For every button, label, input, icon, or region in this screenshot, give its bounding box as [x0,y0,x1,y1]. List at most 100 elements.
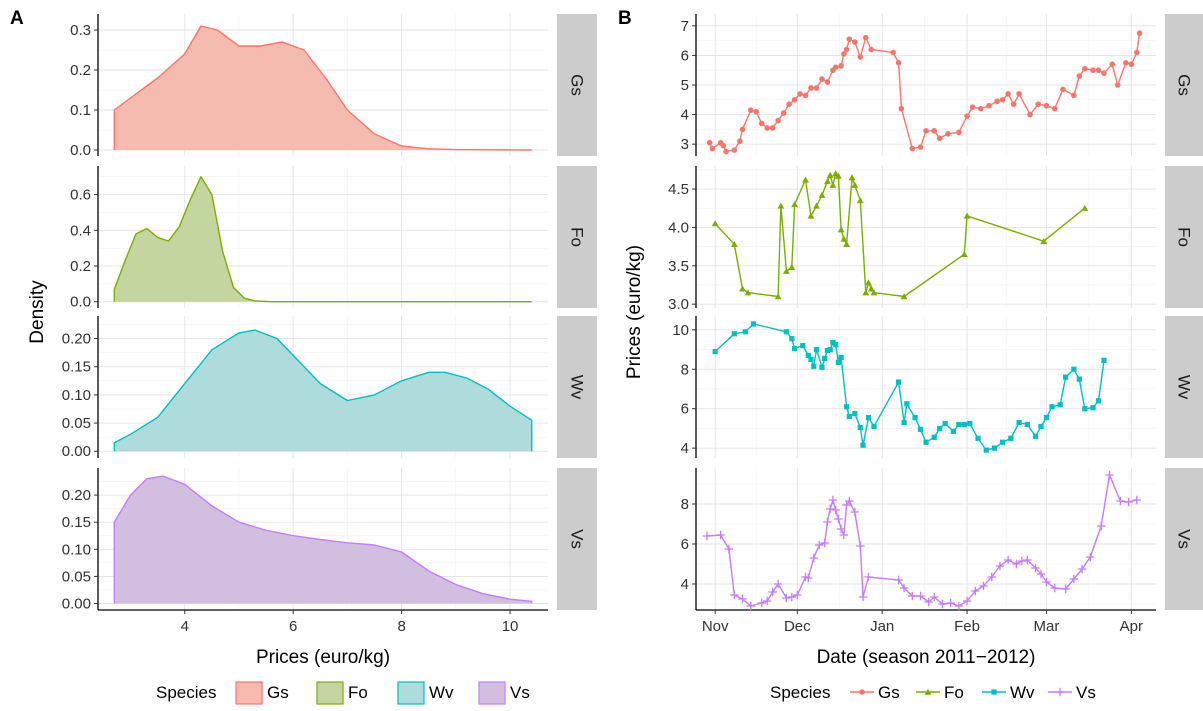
data-point [857,54,864,60]
data-point [768,587,777,597]
data-point [1016,91,1022,97]
data-point [753,108,760,115]
density-line-gs [113,25,532,151]
data-point [1035,101,1042,108]
data-point [834,172,842,179]
data-point [851,181,859,188]
legend-a: Species Gs Fo Wv Vs [156,681,530,705]
y-tick-label: 8 [681,496,689,513]
data-point [1063,374,1069,380]
data-point [841,51,847,57]
facet-strip-label: Wv [1175,375,1194,400]
data-point [780,110,787,116]
data-point [1134,49,1140,56]
data-point [917,426,924,433]
data-point [895,60,902,66]
data-point [867,285,875,292]
data-point [962,596,972,606]
y-tick-label: 0.6 [70,187,91,204]
data-point [818,191,826,198]
data-point [936,135,943,142]
data-point [956,421,962,428]
data-point [808,356,814,362]
x-tick-label: 8 [397,618,405,635]
data-point [808,85,814,91]
y-axis-title: Prices (euro/kg) [624,245,645,379]
data-point [865,279,872,286]
legend-key-vs [478,681,506,705]
data-point [737,138,743,145]
y-tick-label: 0.2 [70,258,91,275]
data-point [846,36,853,42]
facet-wv: 4 6 8 10 Wv [672,316,1203,458]
data-point [1005,91,1011,97]
data-point [1049,404,1055,410]
data-point [870,289,878,296]
y-tick-label: 4 [681,440,689,457]
data-point [852,411,858,417]
data-point [846,413,852,420]
data-point [712,348,718,355]
facet-strip-label: Fo [1175,227,1194,247]
density-line-wv [113,329,533,452]
facet-wv: 0.00 0.05 0.10 0.15 0.20 Wv [62,316,597,460]
data-point [1086,552,1095,562]
data-point [1123,60,1129,66]
data-point [1116,496,1125,506]
data-point [1090,67,1096,74]
y-tick-label: 3.5 [668,258,689,275]
data-point [835,359,841,365]
data-point [716,530,725,540]
y-tick-label: 8 [681,361,689,378]
density-area-fo [114,176,532,302]
facet-strip [1165,468,1203,610]
y-tick-label: 5 [681,77,689,94]
data-point [819,364,825,370]
data-point [843,240,850,248]
data-point [969,104,976,110]
density-area-gs [114,26,532,150]
x-tick-label: Jan [870,618,894,635]
data-point [746,601,755,611]
data-point [956,129,962,136]
data-point [999,96,1006,103]
data-point [822,355,828,362]
y-tick-label: 0.15 [62,359,91,376]
data-point [871,423,877,430]
data-point [830,340,836,346]
data-point [838,354,844,361]
facet-strip-label: Fo [568,227,587,247]
data-point [977,105,984,112]
x-axis-title: Date (season 2011−2012) [817,647,1036,668]
data-point [800,342,806,349]
y-tick-label: 0.0 [70,294,91,311]
data-point [916,591,925,601]
legend-key-marker-gs [859,689,865,695]
data-point [1023,555,1032,565]
data-point [1042,577,1051,587]
data-point [942,420,948,427]
data-point [967,420,973,427]
legend-key-marker-wv [991,689,997,695]
data-point [783,329,789,335]
data-point [1003,555,1013,565]
data-point [983,447,989,453]
data-point [1082,65,1088,72]
data-point [862,289,870,296]
data-point [995,561,1005,571]
x-tick-label: Feb [954,618,980,635]
data-point [706,139,713,146]
x-tick-label: Dec [784,618,811,635]
data-point [850,507,860,517]
facet-strip-label: Vs [568,529,587,549]
data-point [1082,406,1088,412]
data-point [709,145,716,152]
data-point [862,34,869,41]
data-point [1095,67,1102,74]
data-point [858,592,868,602]
data-point [1043,102,1050,109]
density-line-vs [113,475,533,604]
data-point [777,202,785,209]
data-point [819,76,825,82]
